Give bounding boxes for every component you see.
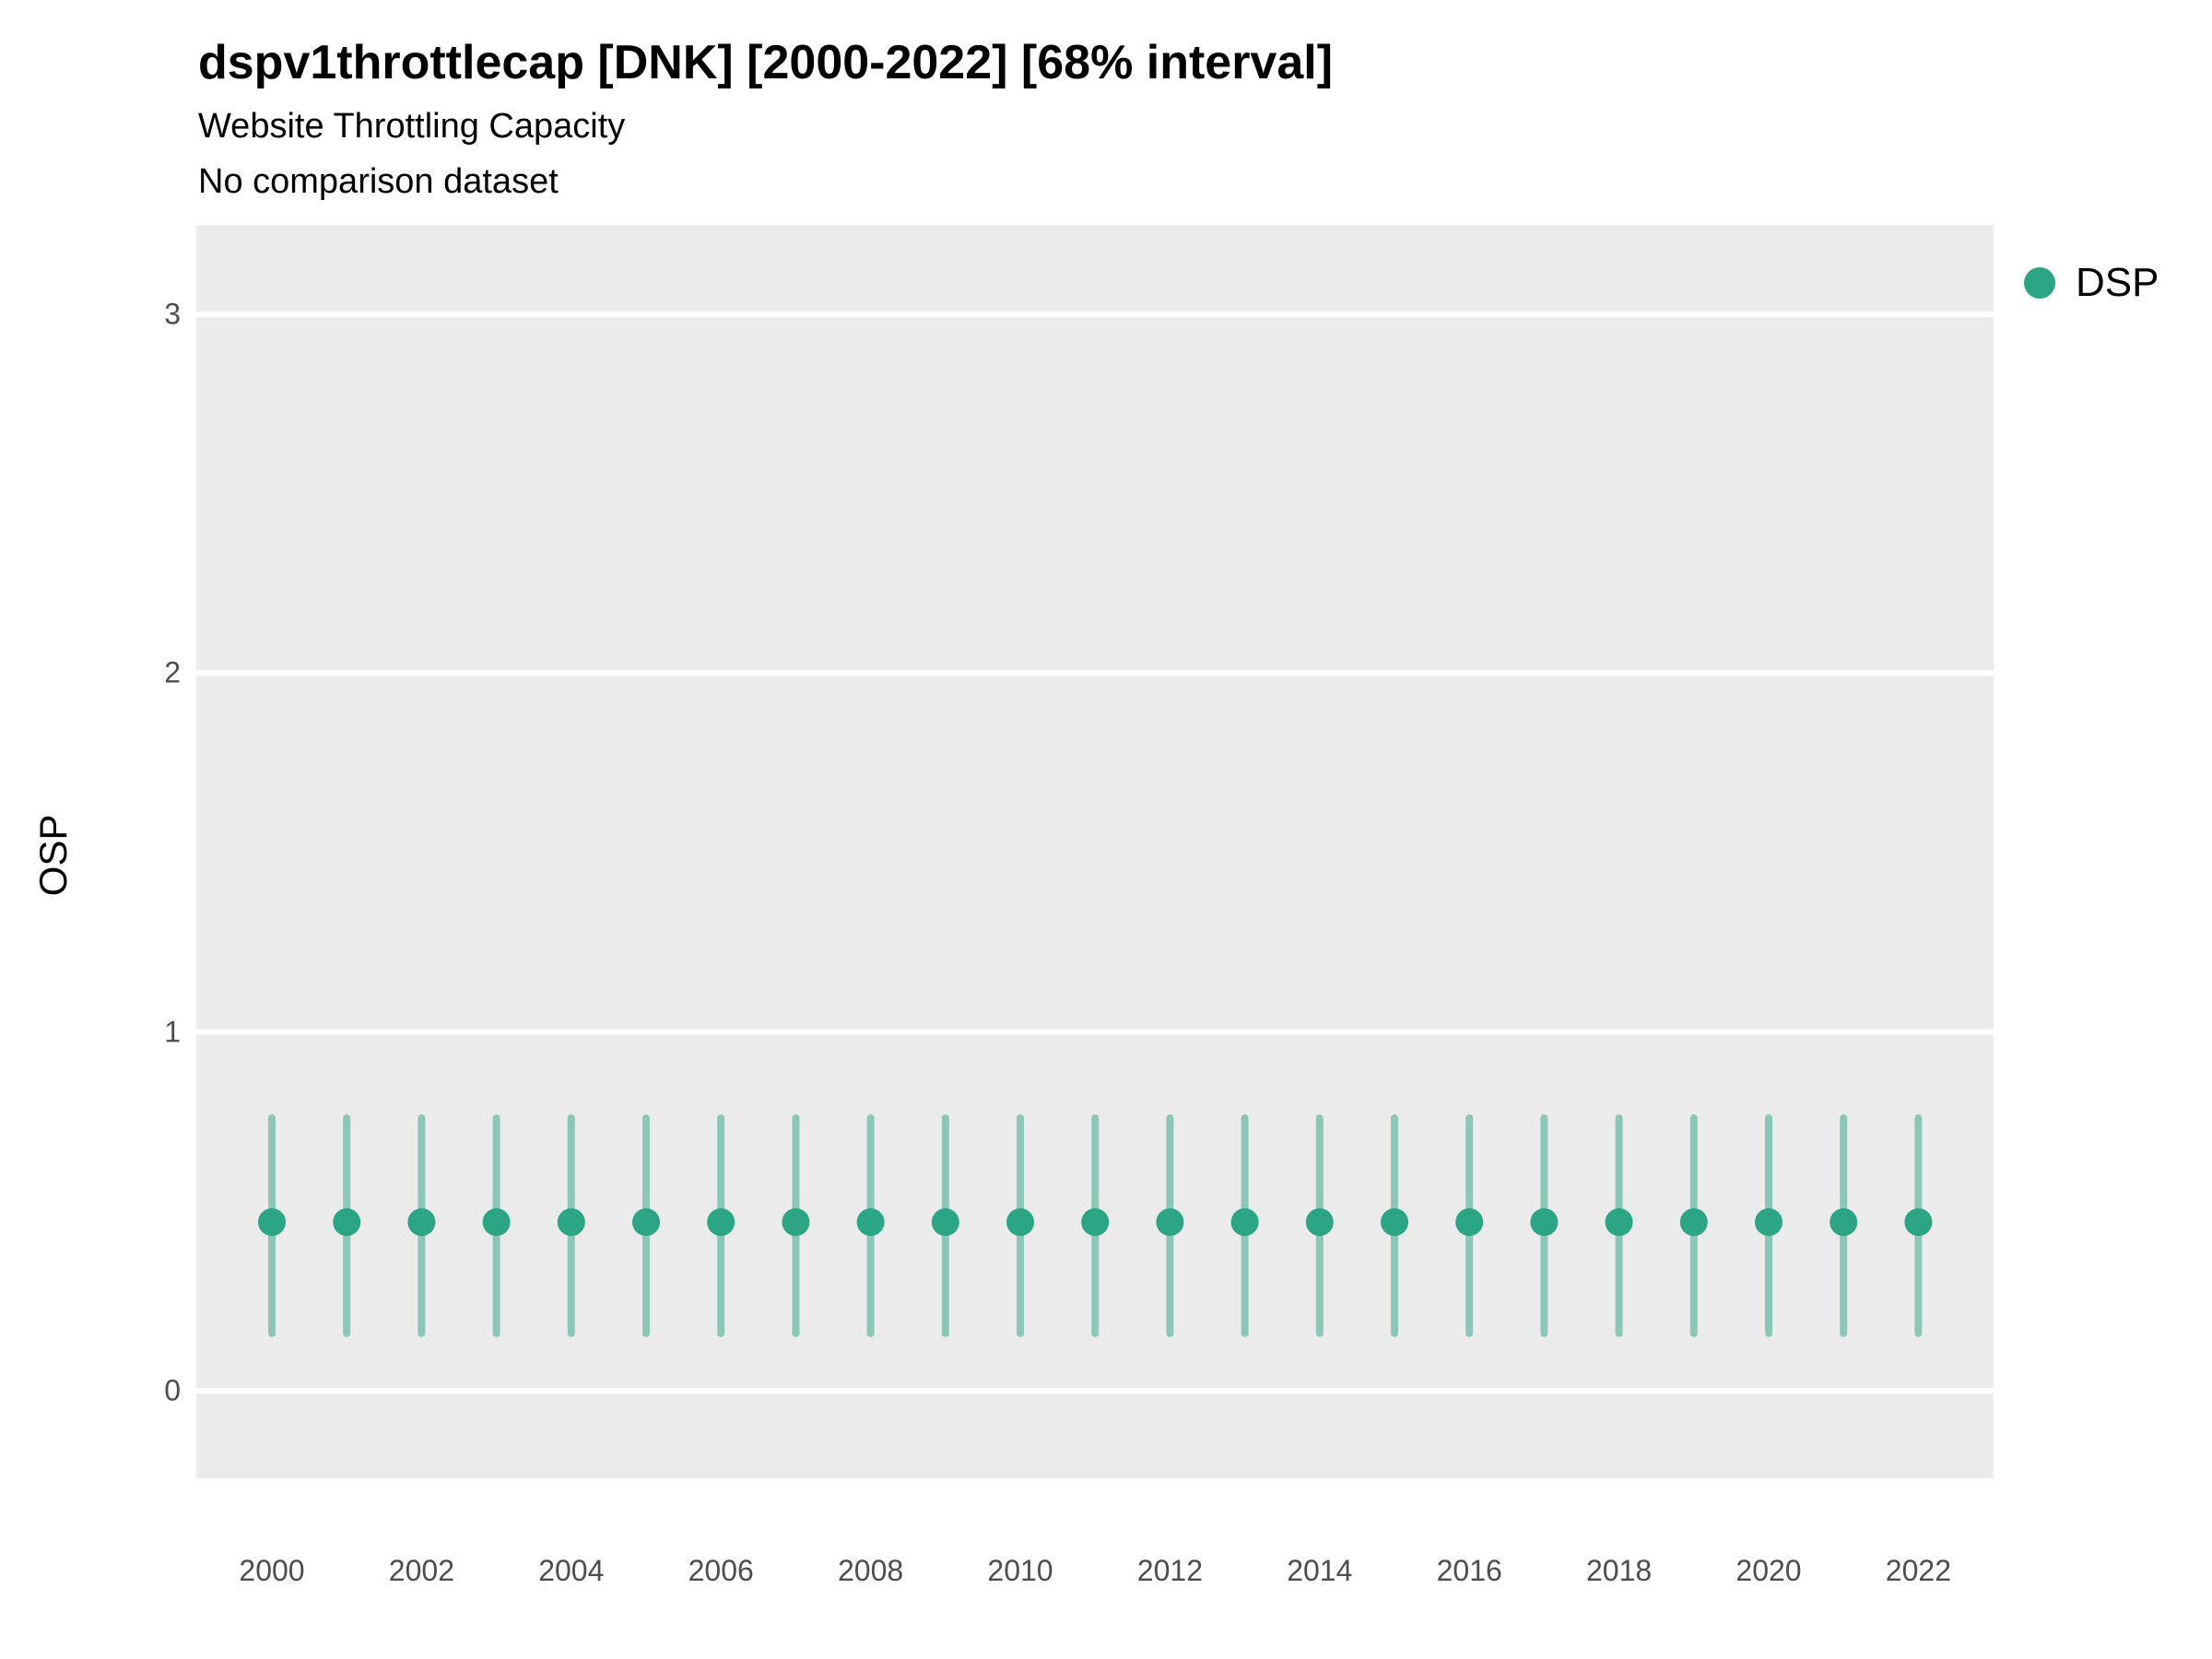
- x-tick-label: 2008: [838, 1554, 904, 1587]
- data-point: [1904, 1208, 1933, 1237]
- data-point: [333, 1208, 361, 1237]
- plot-panel: [196, 225, 1994, 1478]
- data-point: [407, 1208, 436, 1237]
- data-point: [782, 1208, 810, 1237]
- data-point: [1455, 1208, 1484, 1237]
- x-tick-label: 2020: [1735, 1554, 1802, 1587]
- y-tick-label: 1: [164, 1015, 181, 1049]
- x-tick-label: 2010: [987, 1554, 1053, 1587]
- data-point: [1830, 1208, 1858, 1237]
- data-point: [1230, 1208, 1259, 1237]
- x-tick-label: 2018: [1586, 1554, 1653, 1587]
- plot-canvas: [196, 312, 1994, 1394]
- y-tick-label: 3: [164, 297, 181, 331]
- legend: DSP: [2024, 260, 2159, 306]
- x-tick-label: 2006: [688, 1554, 754, 1587]
- chart-note: No comparison dataset: [198, 162, 559, 201]
- data-point: [707, 1208, 735, 1237]
- x-tick-label: 2012: [1136, 1554, 1203, 1587]
- y-tick-label: 0: [164, 1373, 181, 1407]
- x-tick-label: 2004: [538, 1554, 605, 1587]
- data-point: [482, 1208, 511, 1237]
- data-point: [1530, 1208, 1559, 1237]
- legend-label-dsp: DSP: [2076, 260, 2159, 305]
- data-point: [1755, 1208, 1783, 1237]
- data-point: [1006, 1208, 1034, 1237]
- data-point: [1081, 1208, 1110, 1237]
- x-tick-label: 2002: [388, 1554, 454, 1587]
- data-point: [1605, 1208, 1633, 1237]
- chart-title: dspv1throttlecap [DNK] [2000-2022] [68% …: [198, 36, 1334, 89]
- data-point: [557, 1208, 585, 1237]
- x-tick-label: 2016: [1436, 1554, 1502, 1587]
- x-tick-label: 2022: [1885, 1554, 1951, 1587]
- legend-dot-icon: [2024, 267, 2055, 299]
- data-point: [632, 1208, 660, 1237]
- x-tick-label: 2000: [239, 1554, 305, 1587]
- y-tick-label: 2: [164, 655, 181, 689]
- data-point: [856, 1208, 885, 1237]
- data-point: [258, 1208, 286, 1237]
- data-point: [1381, 1208, 1408, 1237]
- y-axis-title: OSP: [31, 814, 75, 897]
- data-point: [1679, 1208, 1708, 1237]
- x-tick-label: 2014: [1287, 1554, 1353, 1587]
- data-point: [1156, 1208, 1184, 1237]
- data-point: [1305, 1208, 1334, 1237]
- chart-subtitle: Website Throttling Capacity: [198, 107, 626, 146]
- data-point: [931, 1208, 959, 1237]
